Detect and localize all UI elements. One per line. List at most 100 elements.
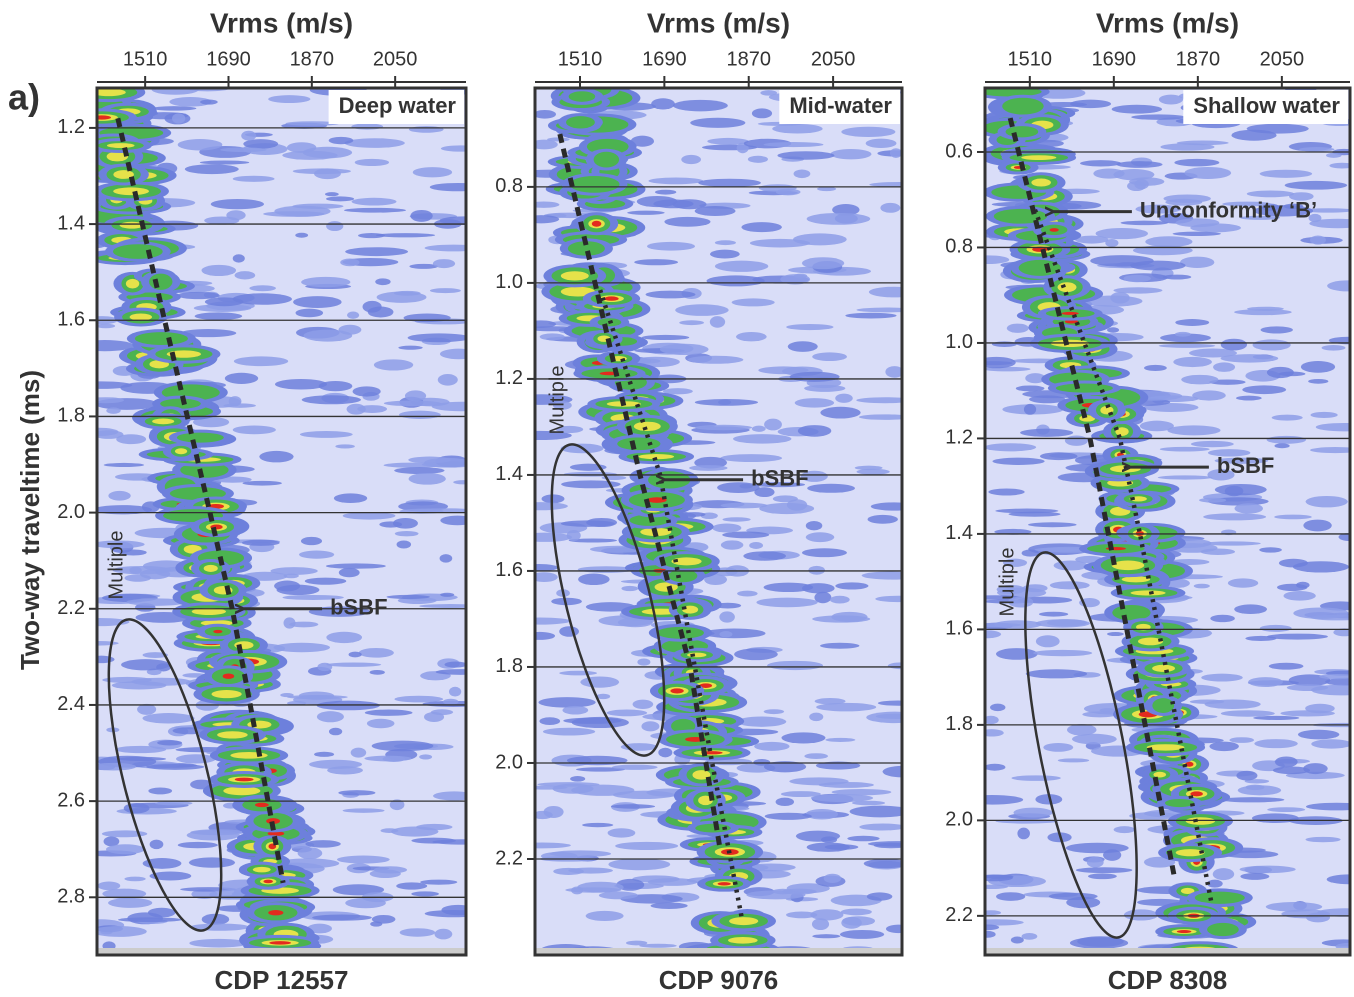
semblance-blob [794, 398, 835, 408]
y-tick-label: 1.8 [945, 713, 973, 735]
semblance-blob [1289, 192, 1314, 201]
semblance-blob [369, 669, 385, 675]
semblance-blob [993, 208, 1048, 224]
semblance-blob [714, 240, 736, 246]
x-tick-label: 1690 [1092, 48, 1137, 70]
semblance-blob [571, 784, 635, 796]
semblance-blob [582, 822, 614, 828]
semblance-blob [1112, 604, 1151, 621]
semblance-blob [1046, 619, 1088, 627]
semblance-blob [1209, 379, 1246, 385]
semblance-blob [560, 271, 589, 281]
semblance-blob [316, 711, 344, 723]
semblance-blob [1153, 771, 1167, 778]
semblance-blob [220, 147, 267, 153]
semblance-blob [189, 938, 249, 948]
semblance-blob [1284, 180, 1348, 190]
semblance-blob [1260, 326, 1293, 334]
semblance-blob [995, 648, 1038, 660]
semblance-blob [1123, 909, 1159, 921]
semblance-blob [1080, 160, 1122, 167]
y-tick-label: 0.8 [495, 175, 523, 197]
semblance-blob [263, 879, 273, 884]
semblance-blob [985, 361, 1013, 366]
semblance-blob [347, 311, 360, 319]
semblance-blob [786, 324, 834, 331]
semblance-blob [758, 184, 797, 192]
semblance-blob [806, 212, 871, 225]
semblance-blob [538, 697, 596, 708]
semblance-blob [97, 323, 116, 329]
semblance-blob [338, 567, 360, 578]
semblance-blob [177, 841, 218, 849]
semblance-blob [781, 732, 826, 744]
semblance-blob [829, 595, 850, 604]
semblance-blob [160, 398, 201, 409]
semblance-blob [1113, 287, 1163, 294]
semblance-blob [1259, 169, 1313, 178]
semblance-blob [632, 699, 654, 709]
semblance-blob [722, 531, 770, 539]
semblance-blob [659, 343, 709, 356]
velocity-pick [115, 117, 286, 884]
semblance-blob [812, 934, 841, 939]
semblance-blob [1086, 856, 1104, 868]
semblance-blob [804, 753, 828, 760]
semblance-blob [585, 910, 624, 921]
semblance-blob [1329, 162, 1350, 169]
semblance-blob [358, 647, 394, 658]
semblance-blob [818, 781, 874, 788]
semblance-blob [429, 182, 466, 192]
semblance-blob [232, 254, 245, 263]
semblance-blob [535, 201, 560, 208]
semblance-blob [988, 488, 1025, 496]
semblance-blob [1252, 339, 1291, 351]
semblance-blob [985, 874, 1013, 882]
panel: 0.6 0.8 1.0 1.2 1.4 1.6 1.8 2.0 2.2 1510 1690 1870 2… [945, 7, 1352, 995]
x-tick-label: 1690 [642, 48, 687, 70]
semblance-blob [535, 842, 571, 849]
semblance-blob [820, 406, 861, 419]
semblance-blob [839, 929, 885, 939]
semblance-blob [808, 565, 826, 575]
semblance-blob [1296, 581, 1310, 589]
semblance-blob [690, 117, 746, 128]
annotation-label: bSBF [1217, 453, 1274, 478]
semblance-blob [604, 296, 619, 301]
semblance-blob [328, 136, 354, 145]
semblance-blob [1021, 933, 1038, 940]
semblance-blob [863, 858, 902, 869]
semblance-blob [1135, 204, 1182, 214]
semblance-blob [97, 641, 119, 646]
semblance-blob [444, 661, 466, 668]
x-tick-label: 1510 [1008, 48, 1053, 70]
semblance-blob [1152, 698, 1175, 713]
semblance-blob [411, 837, 456, 844]
semblance-blob [134, 332, 188, 345]
semblance-blob [823, 873, 842, 884]
semblance-blob [580, 676, 620, 688]
semblance-blob [662, 388, 693, 395]
semblance-blob [1305, 802, 1350, 811]
semblance-blob [1158, 343, 1216, 348]
semblance-blob [747, 155, 768, 163]
semblance-blob [805, 809, 839, 820]
semblance-blob [1210, 614, 1235, 623]
semblance-blob [137, 703, 157, 715]
x-tick-label: 2050 [811, 48, 856, 70]
semblance-blob [780, 274, 811, 285]
semblance-blob [712, 523, 742, 533]
semblance-blob [797, 425, 832, 437]
semblance-blob [1212, 868, 1235, 881]
semblance-blob [314, 751, 335, 757]
semblance-blob [772, 495, 798, 503]
semblance-blob [432, 259, 456, 269]
semblance-blob [174, 448, 188, 455]
semblance-blob [1236, 770, 1258, 781]
semblance-blob [1259, 624, 1292, 632]
semblance-blob [571, 886, 584, 895]
semblance-blob [1220, 338, 1248, 351]
semblance-blob [1064, 319, 1079, 324]
annotation-label: bSBF [751, 466, 808, 491]
semblance-blob [825, 737, 856, 742]
